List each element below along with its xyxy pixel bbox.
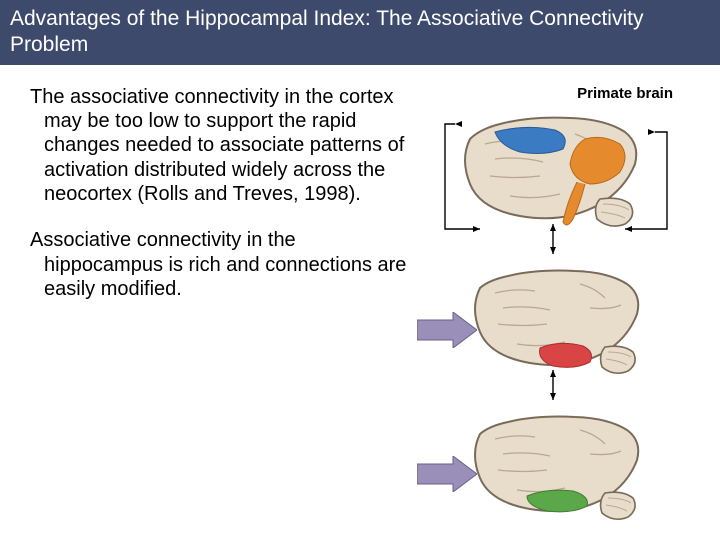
brain-middle-wrap [425,260,695,400]
paragraph-1: The associative connectivity in the cort… [30,85,417,207]
text-column: The associative connectivity in the cort… [30,85,425,552]
brain-top-svg [425,104,685,254]
paragraph-2: Associative connectivity in the hippocam… [30,228,417,301]
brain-middle-svg [425,260,685,400]
brain-bottom-svg [425,406,685,546]
figure-label: Primate brain [425,85,695,102]
brain-bottom-wrap [425,406,695,546]
figure-column: Primate brain [425,85,695,552]
brain-top-wrap [425,104,695,254]
content-area: The associative connectivity in the cort… [0,65,720,552]
slide-title-bar: Advantages of the Hippocampal Index: The… [0,0,720,65]
slide-title: Advantages of the Hippocampal Index: The… [10,7,643,56]
